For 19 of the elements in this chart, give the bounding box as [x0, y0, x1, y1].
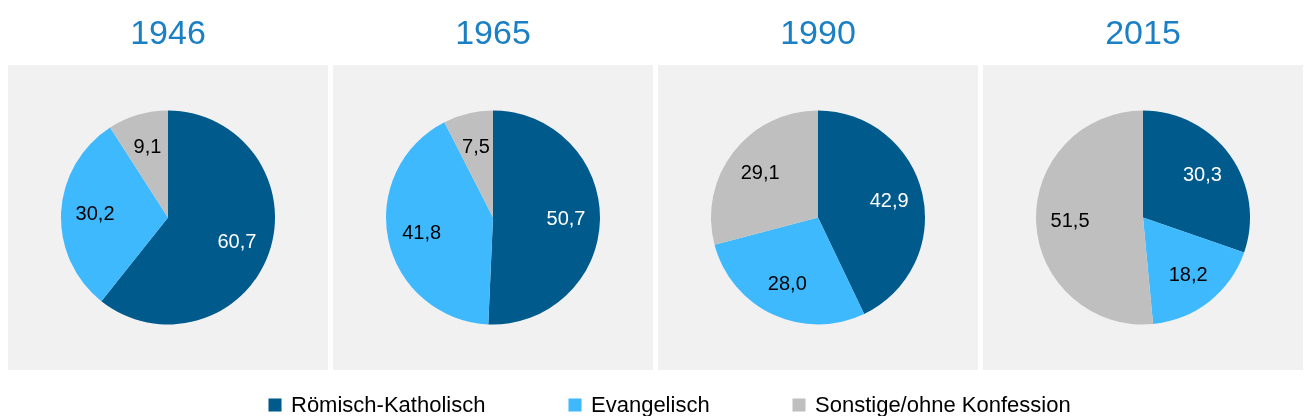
legend-label: Evangelisch: [591, 392, 710, 417]
data-label: 30,3: [1182, 163, 1222, 186]
data-label: 7,5: [462, 134, 490, 157]
data-label: 30,2: [75, 201, 115, 224]
data-label: 41,8: [402, 220, 442, 243]
legend-label: Sonstige/ohne Konfession: [815, 392, 1071, 417]
data-label: 60,7: [217, 229, 257, 252]
slice-label: 1990: [780, 13, 856, 51]
data-label: 50,7: [546, 207, 586, 230]
slice-label: 1946: [130, 13, 206, 51]
slice-label: 1965: [455, 13, 531, 51]
slice-label: 2015: [1105, 13, 1181, 51]
data-label: 51,5: [1050, 208, 1090, 231]
legend-label: Römisch-Katholisch: [291, 392, 486, 417]
data-label: 28,0: [767, 271, 807, 294]
data-label: 9,1: [133, 135, 162, 158]
data-label: 42,9: [869, 189, 909, 212]
data-label: 29,1: [740, 160, 780, 183]
data-label: 18,2: [1168, 262, 1208, 285]
